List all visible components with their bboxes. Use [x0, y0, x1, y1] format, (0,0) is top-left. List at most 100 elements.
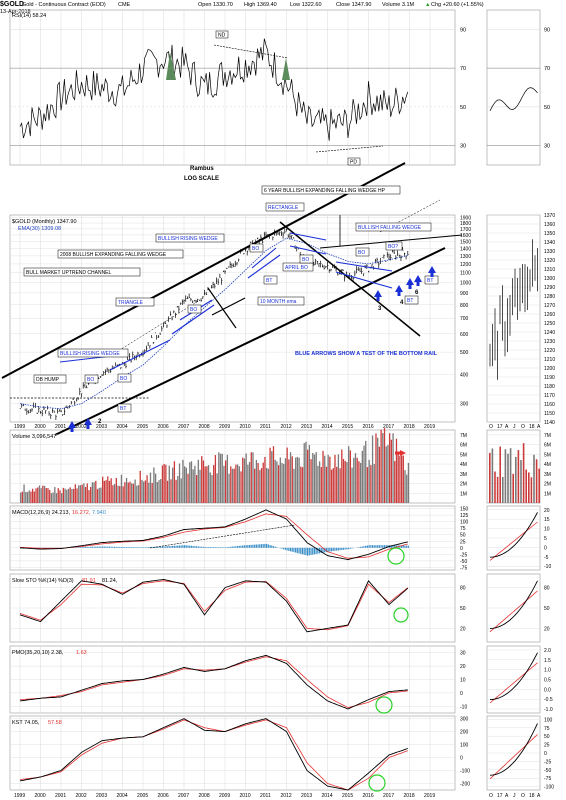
- macd-histogram-bar: [93, 546, 95, 548]
- zoom-price-tick-label: 1320: [544, 258, 555, 264]
- blue-arrow-icon: [374, 290, 382, 297]
- macd-histogram-bar: [395, 545, 398, 548]
- zoom-osc-tick-label: 20: [544, 508, 550, 514]
- volume-bar: [81, 484, 83, 503]
- volume-bar: [231, 468, 234, 503]
- macd-histogram-bar: [330, 547, 333, 552]
- zoom-price-tick-label: 1190: [544, 375, 555, 381]
- volume-bar: [71, 489, 73, 503]
- bo-label: BO: [190, 307, 197, 313]
- zoom-osc-tick-label: -100: [544, 785, 554, 791]
- zoom-price-tick-label: 1300: [544, 276, 555, 282]
- zoom-volume-bar: [489, 452, 491, 503]
- volume-bar: [382, 433, 384, 503]
- macd-histogram-bar: [231, 546, 234, 548]
- blue-arrows-note: BLUE ARROWS SHOW A TEST OF THE BOTTOM RA…: [295, 351, 438, 357]
- volume-bar: [214, 455, 217, 503]
- volume-bar: [378, 446, 381, 503]
- zoom-month-label: O: [489, 424, 493, 430]
- macd-histogram-bar: [346, 547, 348, 550]
- macd-histogram-bar: [90, 546, 92, 548]
- zoom-month-label: 17: [497, 424, 503, 430]
- osc-tick-label: 20: [460, 626, 466, 632]
- ten-month-ema-label-box: [257, 296, 305, 306]
- macd-histogram-bar: [370, 545, 372, 548]
- macd-histogram-bar: [226, 547, 228, 548]
- zoom-price-tick-label: 1210: [544, 357, 555, 363]
- bo-label-box: [84, 374, 99, 384]
- nd-divergence-line: [213, 44, 289, 59]
- zoom-indicator-line: [489, 652, 538, 701]
- macd-histogram-bar: [252, 544, 254, 548]
- volume-bar: [318, 461, 321, 503]
- macd-histogram-bar: [255, 544, 257, 548]
- macd-histogram-bar: [168, 546, 170, 548]
- year-tick-label: 2009: [219, 424, 230, 430]
- volume-bar: [230, 466, 232, 503]
- volume-bar: [329, 456, 331, 503]
- macd-histogram-bar: [76, 547, 78, 548]
- volume-bar: [69, 487, 71, 503]
- bo-question-label-box: [385, 241, 403, 251]
- volume-bar: [74, 484, 76, 503]
- bo-label-box: [249, 243, 264, 253]
- zoom-price-tick-label: 1280: [544, 294, 555, 300]
- volume-bar: [276, 461, 278, 503]
- macd-histogram-bar: [243, 545, 245, 548]
- bottom-zoom-month-label: 17: [497, 793, 503, 799]
- zoom-price-tick-label: 1370: [544, 213, 555, 219]
- year-tick-label: 2015: [342, 424, 353, 430]
- bo-label: BO: [87, 377, 94, 383]
- zoom-osc-tick-label: 1.5: [544, 658, 551, 664]
- volume-bar: [394, 461, 396, 503]
- volume-bar: [351, 467, 353, 503]
- volume-bar: [115, 477, 117, 503]
- volume-bar: [139, 470, 141, 503]
- main-symbol-legend: $GOLD (Monthly) 1347.90: [12, 219, 77, 225]
- macd-histogram-bar: [144, 547, 146, 548]
- zoom-price-tick-label: 1270: [544, 303, 555, 309]
- macd-histogram-bar: [125, 547, 128, 548]
- macd-histogram-bar: [91, 546, 93, 548]
- volume-bar: [392, 433, 394, 503]
- blue-arrow-icon: [406, 278, 414, 285]
- macd-histogram-bar: [247, 545, 249, 548]
- macd-histogram-bar: [230, 546, 232, 548]
- volume-bar: [206, 466, 208, 503]
- volume-bar: [120, 474, 123, 503]
- bottom-zoom-month-label: O: [489, 793, 493, 799]
- macd-histogram-bar: [327, 547, 329, 552]
- volume-bar: [107, 476, 109, 503]
- bottom-zoom-month-label: A: [505, 793, 509, 799]
- osc-tick-label: -200: [460, 782, 470, 788]
- zoom-osc-tick-label: 50: [544, 606, 550, 612]
- macd-histogram-bar: [300, 547, 302, 554]
- macd-histogram-bar: [365, 545, 367, 548]
- macd-histogram-bar: [325, 547, 327, 553]
- zoom-osc-tick-label: -1.0: [544, 707, 553, 713]
- bottom-zoom-month-label: 18: [529, 793, 535, 799]
- volume-bar: [218, 452, 220, 503]
- macd-histogram-bar: [154, 546, 157, 548]
- bo-question-label: BO?: [388, 244, 398, 250]
- macd-histogram-bar: [380, 545, 382, 548]
- zoom-price-tick-label: 1360: [544, 222, 555, 228]
- zoom-osc-tick-label: 25: [544, 743, 550, 749]
- volume-bar: [228, 473, 230, 503]
- volume-bar: [182, 459, 184, 503]
- zoom-volume-tick-label: 2M: [544, 482, 551, 488]
- macd-histogram-bar: [207, 547, 210, 548]
- osc-tick-label: 200: [460, 730, 469, 736]
- volume-bar: [305, 441, 307, 503]
- macd-histogram-bar: [151, 546, 153, 548]
- volume-bar: [161, 465, 164, 503]
- osc-tick-label: -25: [460, 552, 467, 558]
- volume-bar: [242, 457, 244, 503]
- macd-histogram-bar: [102, 546, 104, 548]
- macd-histogram-bar: [407, 545, 409, 548]
- volume-bar: [322, 450, 324, 503]
- volume-bar: [286, 447, 288, 503]
- volume-bar: [64, 488, 66, 503]
- bottom-year-tick-label: 2003: [96, 793, 107, 799]
- volume-bar: [158, 480, 160, 503]
